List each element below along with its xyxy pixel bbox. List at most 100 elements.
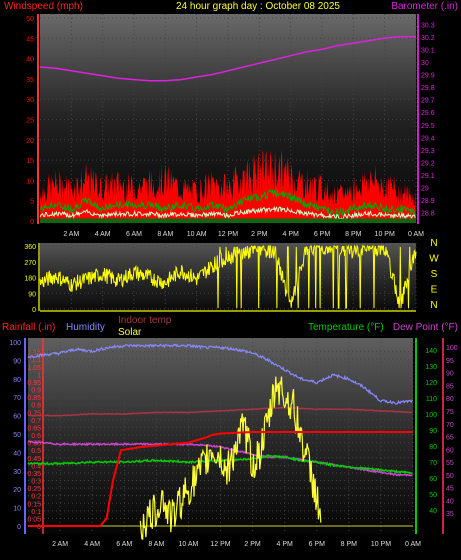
- wind-tick-label: 10: [26, 178, 34, 185]
- wind-gust-area: [40, 148, 416, 221]
- rain-tick-label: 0.5: [31, 448, 41, 455]
- page-title: 24 hour graph day : October 08 2025: [176, 1, 340, 12]
- wind-tick-label: 20: [26, 138, 34, 145]
- dew-point-tick-label: 70: [446, 422, 454, 429]
- rain-tick-label: 0.4: [31, 463, 41, 470]
- direction-tick-label: 0: [32, 307, 36, 314]
- rain-tick-label: 0.05: [27, 516, 41, 523]
- rain-tick-label: 0.8: [31, 403, 41, 410]
- indoor-temp-label: Indoor temp: [118, 315, 172, 326]
- humidity-tick-label: 40: [13, 450, 21, 457]
- wind-x-tick-label: 4 PM: [282, 231, 299, 238]
- temperature-tick-label: 110: [426, 396, 437, 403]
- wind-x-tick-label: 0 AM: [408, 231, 424, 238]
- wind-x-tick-label: 6 PM: [314, 231, 331, 238]
- humidity-tick-label: 10: [13, 506, 21, 513]
- compass-label: W: [429, 254, 439, 265]
- barometer-tick-label: 29.2: [421, 160, 435, 167]
- wind-tick-label: 30: [26, 97, 34, 104]
- wind-tick-label: 50: [26, 16, 34, 23]
- wind-baseline-band: [40, 218, 416, 223]
- indoor-temp-line: [28, 406, 413, 417]
- barometer-tick-label: 30: [421, 60, 429, 67]
- dew-point-tick-label: 40: [446, 498, 454, 505]
- humidity-label: Humidity: [66, 322, 105, 333]
- wind-tick-label: 45: [26, 36, 34, 43]
- dew-point-tick-label: 45: [446, 486, 454, 493]
- barometer-tick-label: 28.8: [421, 211, 435, 218]
- solar-line: [139, 376, 322, 540]
- wind-lull-line: [39, 205, 416, 220]
- wind-tick-label: 40: [26, 57, 34, 64]
- barometer-tick-label: 30.3: [421, 22, 435, 29]
- barometer-tick-label: 30.2: [421, 35, 435, 42]
- temperature-tick-label: 50: [429, 492, 437, 499]
- rain-x-tick-label: 6 AM: [116, 541, 132, 548]
- wind-direction-line: [39, 244, 417, 309]
- rain-tick-label: 1.05: [27, 365, 41, 372]
- rainfall-line: [28, 431, 413, 527]
- barometer-tick-label: 29.4: [421, 135, 435, 142]
- dew-point-tick-label: 60: [446, 447, 454, 454]
- temperature-tick-label: 90: [429, 428, 437, 435]
- rain-x-tick-label: 0 AM: [405, 541, 421, 548]
- wind-average-line: [39, 188, 416, 219]
- wind-tick-label: 15: [26, 158, 34, 165]
- rain-x-tick-label: 2 AM: [52, 541, 68, 548]
- rain-tick-label: 0.85: [27, 395, 41, 402]
- rain-tick-label: 0.65: [27, 425, 41, 432]
- direction-tick-label: 180: [24, 276, 36, 283]
- humidity-tick-label: 60: [13, 414, 21, 421]
- windspeed-axis-label: Windspeed (mph): [4, 1, 83, 12]
- dew-point-tick-label: 55: [446, 460, 454, 467]
- rain-tick-label: 0.15: [27, 501, 41, 508]
- wind-x-tick-label: 2 PM: [251, 231, 268, 238]
- dew-point-tick-label: 35: [446, 511, 454, 518]
- humidity-line: [27, 343, 413, 405]
- humidity-tick-label: 100: [9, 340, 21, 347]
- barometer-tick-label: 29.8: [421, 85, 435, 92]
- wind-x-tick-label: 10 PM: [375, 231, 395, 238]
- compass-label: N: [430, 300, 437, 311]
- direction-tick-label: 270: [24, 260, 36, 267]
- dew-point-tick-label: 95: [446, 358, 454, 365]
- rain-tick-label: 1: [37, 372, 41, 379]
- barometer-tick-label: 29.1: [421, 173, 435, 180]
- rain-x-tick-label: 10 AM: [178, 541, 198, 548]
- barometer-axis-label: Barometer (.in): [391, 1, 458, 12]
- temperature-tick-label: 80: [429, 444, 437, 451]
- barometer-tick-label: 28.9: [421, 198, 435, 205]
- rain-temp-panel-bg: [28, 338, 413, 534]
- dew-point-tick-label: 85: [446, 383, 454, 390]
- rain-tick-label: 0.7: [31, 418, 41, 425]
- rain-tick-label: 0.1: [31, 509, 41, 516]
- barometer-tick-label: 29.3: [421, 148, 435, 155]
- humidity-tick-label: 20: [13, 487, 21, 494]
- rain-x-tick-label: 8 AM: [148, 541, 164, 548]
- humidity-tick-label: 90: [13, 358, 21, 365]
- rain-tick-label: 1.1: [31, 357, 41, 364]
- temperature-label: Temperature (°F): [308, 322, 384, 333]
- dew-point-label: Dew Point (°F): [393, 322, 458, 333]
- wind-x-tick-label: 10 AM: [187, 231, 207, 238]
- rain-tick-label: 0.6: [31, 433, 41, 440]
- dew-point-tick-label: 80: [446, 396, 454, 403]
- wind-x-tick-label: 12 PM: [218, 231, 238, 238]
- rain-tick-label: 0.9: [31, 388, 41, 395]
- dew-point-tick-label: 50: [446, 473, 454, 480]
- dew-point-tick-label: 75: [446, 409, 454, 416]
- direction-tick-label: 360: [24, 244, 36, 251]
- temperature-tick-label: 100: [425, 412, 437, 419]
- humidity-tick-label: 0: [17, 524, 21, 531]
- humidity-tick-label: 70: [13, 395, 21, 402]
- rain-tick-label: 0.55: [27, 441, 41, 448]
- rain-x-tick-label: 12 PM: [210, 541, 230, 548]
- barometer-tick-label: 29.9: [421, 73, 435, 80]
- rain-x-tick-label: 4 AM: [84, 541, 100, 548]
- temperature-tick-label: 40: [429, 508, 437, 515]
- temperature-tick-label: 70: [429, 460, 437, 467]
- wind-tick-label: 0: [30, 219, 34, 226]
- rain-tick-label: 0.3: [31, 479, 41, 486]
